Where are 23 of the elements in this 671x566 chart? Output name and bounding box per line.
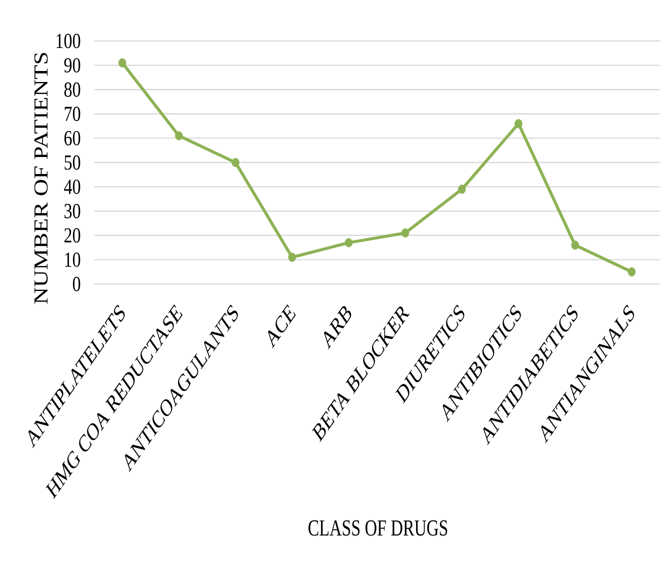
- point: [571, 240, 580, 250]
- y-tick-label: 10: [65, 252, 80, 267]
- point: [458, 184, 466, 194]
- y-tick-label: 30: [64, 204, 80, 218]
- point: [344, 238, 353, 248]
- y-tick-label: 80: [64, 82, 80, 97]
- y-tick-label: 100: [56, 34, 80, 48]
- y-tick-label: 90: [64, 58, 80, 73]
- y-tick-label: 70: [64, 106, 80, 122]
- y-tick-label: 60: [64, 130, 80, 146]
- point: [628, 267, 636, 276]
- x-axis-title: CLASS OF DRUGS: [308, 520, 448, 536]
- point: [514, 119, 522, 128]
- y-tick-label: 50: [64, 155, 80, 170]
- point: [118, 58, 126, 68]
- point: [288, 252, 296, 262]
- y-tick-label: 20: [64, 228, 80, 243]
- y-tick-label: 40: [64, 180, 80, 194]
- y-axis-title: NUMBER OF PATIENTS: [34, 53, 48, 304]
- point: [232, 158, 240, 168]
- point: [401, 228, 410, 238]
- point: [174, 131, 183, 140]
- y-tick-label: 0: [72, 276, 80, 292]
